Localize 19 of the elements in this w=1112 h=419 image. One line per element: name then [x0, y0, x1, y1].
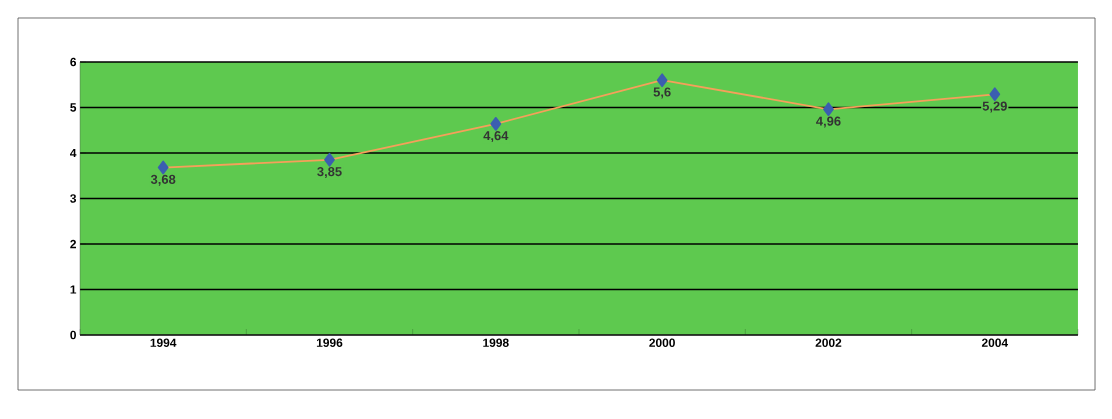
x-tick-label: 2002 [815, 338, 842, 347]
data-label: 4,96 [816, 116, 841, 128]
x-tick-label: 2004 [981, 338, 1009, 347]
data-label: 4,64 [483, 131, 509, 143]
x-tick-label: 1998 [483, 338, 509, 347]
y-tick-label: 0 [70, 330, 76, 340]
x-tick-label: 1994 [150, 338, 177, 347]
y-tick-label: 2 [70, 239, 76, 249]
data-label: 3,68 [150, 174, 176, 186]
x-tick-label: 1996 [316, 338, 343, 347]
data-label: 3,85 [317, 167, 342, 179]
y-tick-label: 3 [70, 194, 77, 203]
data-label: 5,29 [982, 101, 1007, 113]
y-tick-label: 1 [70, 285, 77, 294]
y-tick-label: 5 [70, 103, 77, 112]
y-tick-label: 6 [70, 57, 77, 67]
data-label: 5,6 [653, 87, 671, 99]
x-tick-label: 2000 [649, 338, 675, 347]
y-tick-label: 4 [70, 148, 77, 158]
